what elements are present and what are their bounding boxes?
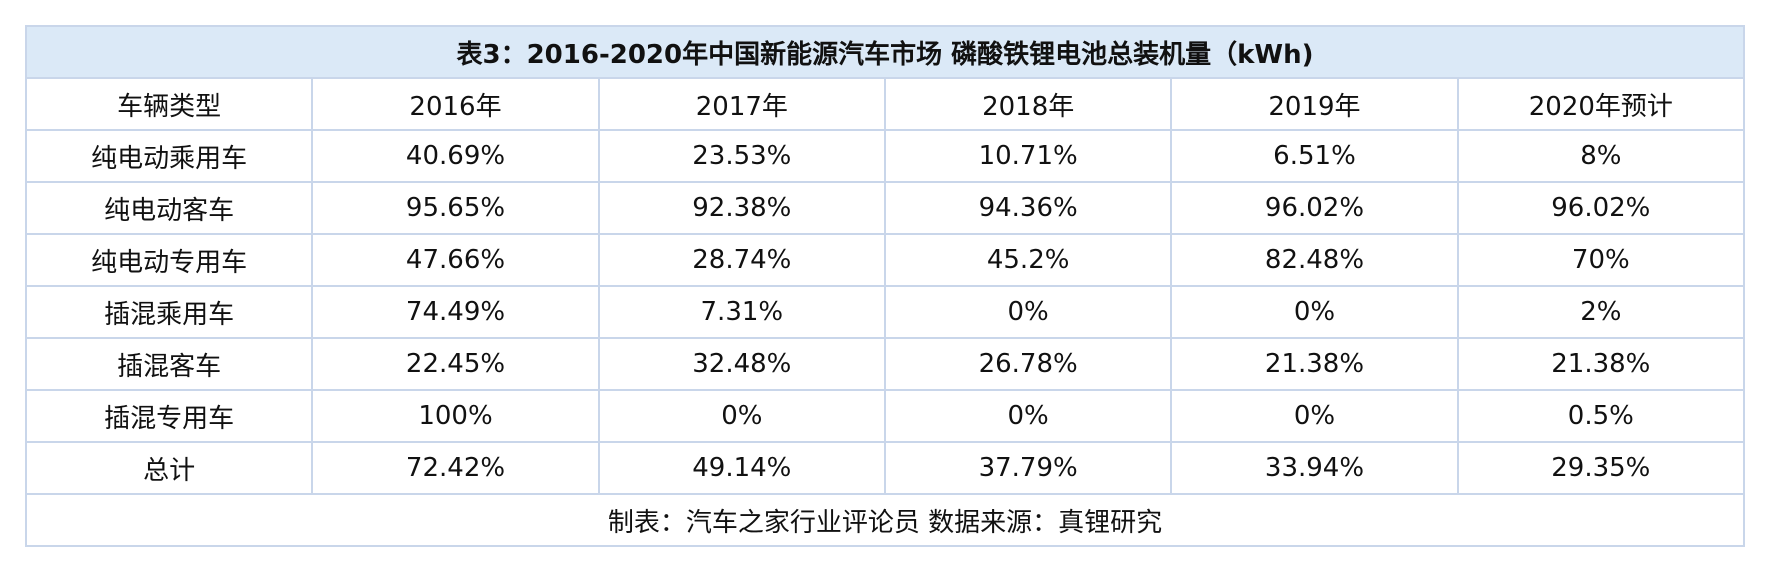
- table-cell: 94.36%: [883, 181, 1173, 235]
- table-cell: 23.53%: [597, 129, 886, 183]
- table-cell: 0%: [1170, 285, 1459, 339]
- table-cell: 0%: [883, 389, 1173, 443]
- table-cell: 0%: [597, 389, 886, 443]
- row-label: 纯电动专用车: [24, 233, 314, 287]
- table-cell: 28.74%: [597, 233, 886, 287]
- table-cell: 0.5%: [1456, 389, 1746, 443]
- table-cell: 6.51%: [1170, 129, 1459, 183]
- column-header-2017: 2017年: [597, 77, 886, 131]
- table-cell: 26.78%: [883, 337, 1173, 391]
- battery-share-table: 表3：2016-2020年中国新能源汽车市场 磷酸铁锂电池总装机量（kWh) 车…: [24, 25, 1746, 547]
- row-label: 插混乘用车: [24, 285, 314, 339]
- table-cell: 100%: [311, 389, 600, 443]
- column-header-2016: 2016年: [311, 77, 600, 131]
- table-cell: 47.66%: [311, 233, 600, 287]
- table-cell: 8%: [1456, 129, 1746, 183]
- table-title-row: 表3：2016-2020年中国新能源汽车市场 磷酸铁锂电池总装机量（kWh): [25, 25, 1745, 79]
- table-cell: 70%: [1456, 233, 1746, 287]
- table-cell: 72.42%: [311, 441, 600, 495]
- table-cell: 10.71%: [883, 129, 1173, 183]
- table-cell: 40.69%: [311, 129, 600, 183]
- table-footer-row: 制表：汽车之家行业评论员 数据来源：真锂研究: [25, 493, 1745, 547]
- column-header-2019: 2019年: [1170, 77, 1459, 131]
- table-row: 纯电动乘用车 40.69% 23.53% 10.71% 6.51% 8%: [24, 129, 1746, 183]
- column-header-2018: 2018年: [883, 77, 1173, 131]
- table-cell: 2%: [1456, 285, 1746, 339]
- table-cell: 96.02%: [1456, 181, 1746, 235]
- table-title: 表3：2016-2020年中国新能源汽车市场 磷酸铁锂电池总装机量（kWh): [25, 25, 1745, 79]
- column-header-2020-forecast: 2020年预计: [1456, 77, 1746, 131]
- table-cell: 96.02%: [1170, 181, 1459, 235]
- table-cell: 92.38%: [597, 181, 886, 235]
- table-cell: 45.2%: [883, 233, 1173, 287]
- row-label: 纯电动乘用车: [24, 129, 314, 183]
- table-row: 纯电动专用车 47.66% 28.74% 45.2% 82.48% 70%: [24, 233, 1746, 287]
- table-cell: 29.35%: [1456, 441, 1746, 495]
- table-row: 插混专用车 100% 0% 0% 0% 0.5%: [24, 389, 1746, 443]
- table-row: 插混客车 22.45% 32.48% 26.78% 21.38% 21.38%: [24, 337, 1746, 391]
- table-cell: 32.48%: [597, 337, 886, 391]
- table-cell: 49.14%: [597, 441, 886, 495]
- table-cell: 0%: [883, 285, 1173, 339]
- table-cell: 7.31%: [597, 285, 886, 339]
- table-cell: 0%: [1170, 389, 1459, 443]
- table-cell: 21.38%: [1170, 337, 1459, 391]
- row-label: 纯电动客车: [24, 181, 314, 235]
- table-cell: 95.65%: [311, 181, 600, 235]
- table-row: 总计 72.42% 49.14% 37.79% 33.94% 29.35%: [24, 441, 1746, 495]
- table-cell: 37.79%: [883, 441, 1173, 495]
- table-footer-source: 制表：汽车之家行业评论员 数据来源：真锂研究: [25, 493, 1745, 547]
- table-cell: 82.48%: [1170, 233, 1459, 287]
- column-header-vehicle-type: 车辆类型: [24, 77, 314, 131]
- data-table-container: 表3：2016-2020年中国新能源汽车市场 磷酸铁锂电池总装机量（kWh) 车…: [24, 25, 1746, 547]
- table-cell: 21.38%: [1456, 337, 1746, 391]
- table-row: 插混乘用车 74.49% 7.31% 0% 0% 2%: [24, 285, 1746, 339]
- table-cell: 33.94%: [1170, 441, 1459, 495]
- row-label: 插混专用车: [24, 389, 314, 443]
- row-label: 插混客车: [24, 337, 314, 391]
- table-cell: 22.45%: [311, 337, 600, 391]
- table-cell: 74.49%: [311, 285, 600, 339]
- table-row: 纯电动客车 95.65% 92.38% 94.36% 96.02% 96.02%: [24, 181, 1746, 235]
- row-label: 总计: [24, 441, 314, 495]
- column-header-row: 车辆类型 2016年 2017年 2018年 2019年 2020年预计: [24, 77, 1746, 131]
